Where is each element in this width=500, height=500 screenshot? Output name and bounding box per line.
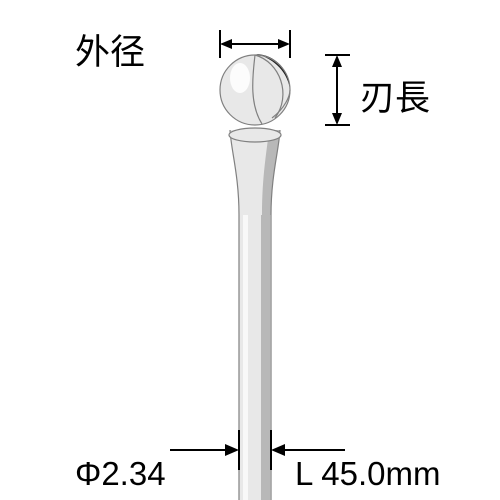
label-shank-diameter: Φ2.34 (75, 455, 166, 493)
dim-blade-length (325, 55, 350, 125)
label-total-length: L 45.0mm (295, 455, 441, 493)
label-outer-diameter: 外径 (75, 24, 145, 75)
bit-neck (229, 128, 281, 215)
label-blade-length: 刃長 (360, 70, 430, 121)
bit-shank (239, 215, 271, 500)
bit-ball-head (220, 54, 290, 125)
dim-shank-diameter (170, 430, 239, 470)
dim-outer-diameter (220, 30, 290, 58)
